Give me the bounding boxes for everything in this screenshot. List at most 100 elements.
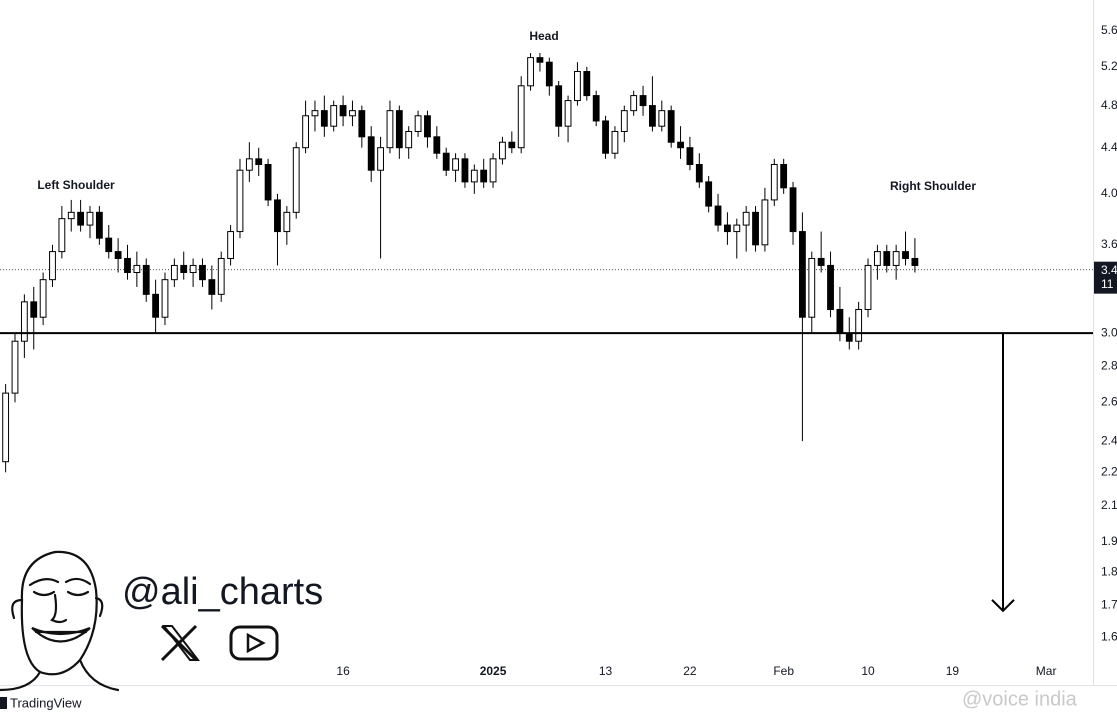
- y-tick-label: 5.6: [1101, 23, 1117, 37]
- candle-body: [414, 115, 422, 132]
- y-tick-label: 2.2: [1101, 465, 1117, 479]
- candle-body: [827, 264, 834, 310]
- candle-body: [620, 110, 628, 132]
- candle-body: [133, 264, 141, 273]
- y-tick-label: 3.0: [1101, 325, 1117, 339]
- candle-body: [255, 158, 263, 165]
- target-arrowhead: [991, 599, 1015, 613]
- candle-body: [86, 211, 94, 226]
- candle-body: [452, 158, 459, 171]
- candle-body: [124, 257, 131, 273]
- x-tick-label: 13: [599, 664, 613, 678]
- candle-body: [58, 218, 66, 253]
- candle-body: [95, 211, 103, 239]
- candle-body: [77, 211, 85, 226]
- candle-body: [677, 141, 684, 149]
- candle-body: [170, 264, 178, 281]
- candle-body: [630, 95, 638, 112]
- candle-body: [424, 115, 431, 138]
- candle-body: [105, 237, 113, 253]
- x-tick-label: Mar: [1036, 664, 1057, 678]
- y-tick-label: 5.2: [1101, 59, 1117, 73]
- candle-body: [264, 163, 272, 201]
- candle-body: [545, 61, 553, 87]
- candle-body: [30, 301, 38, 318]
- candle-body: [770, 163, 778, 201]
- candle-body: [11, 340, 19, 394]
- y-tick-label: 4.0: [1101, 186, 1117, 200]
- candle-body: [377, 147, 384, 171]
- youtube-icon: [229, 625, 279, 661]
- y-tick-label: 2.6: [1101, 395, 1117, 409]
- candle-body: [611, 130, 619, 154]
- candle-body: [283, 211, 291, 233]
- candle-body: [405, 130, 413, 149]
- candle-body: [236, 169, 244, 233]
- candle-body: [714, 205, 722, 226]
- y-tick-label: 4.8: [1101, 98, 1117, 112]
- x-tick-label: 2025: [480, 664, 507, 678]
- candle-body: [742, 211, 750, 226]
- candle-body: [836, 308, 844, 334]
- candle-body: [517, 85, 525, 149]
- x-tick-label: 22: [683, 664, 697, 678]
- candle-body: [892, 251, 900, 266]
- candle-body: [208, 279, 216, 295]
- candle-body: [724, 224, 731, 233]
- x-icon: [160, 624, 201, 662]
- pattern-annotation: Right Shoulder: [890, 179, 976, 193]
- candle-body: [227, 231, 235, 259]
- candle-body: [808, 257, 816, 318]
- candle-body: [274, 199, 281, 233]
- x-tick-label: Feb: [773, 664, 794, 678]
- candle-body: [602, 120, 609, 154]
- y-tick-label: 2.8: [1101, 359, 1117, 373]
- candle-body: [189, 264, 197, 273]
- current-price-label: 3.4: [1101, 263, 1117, 277]
- candle-body: [667, 110, 675, 143]
- candle-body: [873, 251, 881, 266]
- candle-body: [152, 293, 160, 318]
- candle-body: [592, 95, 600, 122]
- y-tick-label: 3.6: [1101, 237, 1117, 251]
- candle-body: [733, 224, 741, 233]
- candle-body: [114, 251, 122, 259]
- candle-body: [536, 57, 544, 63]
- candle-body: [442, 152, 450, 171]
- candle-body: [789, 187, 797, 233]
- candle-body: [330, 105, 338, 127]
- candle-body: [199, 264, 206, 281]
- countdown-label: 11: [1101, 277, 1114, 291]
- candle-body: [695, 163, 703, 183]
- candle-body: [2, 392, 10, 463]
- candle-body: [320, 110, 328, 127]
- candle-body: [845, 332, 853, 342]
- y-tick-label: 2.1: [1101, 498, 1117, 512]
- candle-body: [499, 141, 506, 160]
- pattern-annotation: Left Shoulder: [37, 178, 115, 192]
- candle-body: [527, 57, 534, 87]
- y-tick-label: 1.8: [1101, 565, 1117, 579]
- candle-body: [67, 211, 75, 220]
- candle-body: [686, 147, 694, 165]
- candle-body: [864, 264, 872, 310]
- y-tick-label: 2.4: [1101, 433, 1117, 447]
- y-tick-label: 1.9: [1101, 534, 1117, 548]
- candle-body: [292, 147, 300, 213]
- candle-body: [799, 231, 806, 318]
- y-tick-label: 1.7: [1101, 597, 1117, 611]
- candle-body: [142, 264, 150, 295]
- candle-body: [489, 158, 497, 183]
- candle-body: [583, 71, 591, 97]
- candle-body: [649, 105, 656, 127]
- credit-watermark: @voice india: [962, 688, 1078, 710]
- y-tick-label: 4.4: [1101, 140, 1117, 154]
- tradingview-logo: [0, 697, 7, 709]
- candle-body: [555, 85, 563, 127]
- candle-body: [761, 199, 769, 246]
- candle-body: [902, 251, 909, 259]
- pattern-annotation: Head: [529, 29, 558, 43]
- candle-body: [245, 158, 253, 171]
